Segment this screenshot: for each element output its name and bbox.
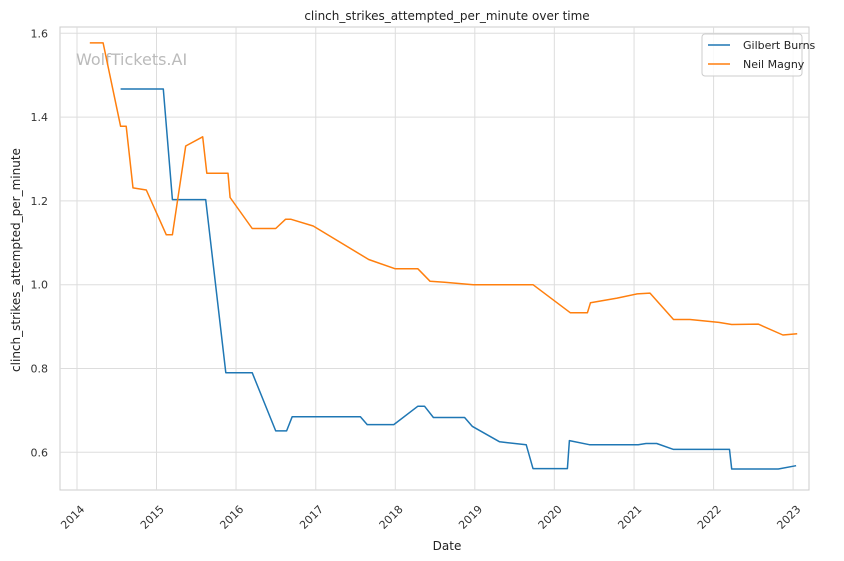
x-axis-label: Date [433, 539, 462, 553]
legend: Gilbert Burns Neil Magny [701, 33, 816, 77]
plot-area [59, 26, 810, 491]
x-tick-label: 2016 [217, 503, 246, 532]
x-tick-label: 2014 [58, 503, 87, 532]
x-tick-label: 2022 [695, 503, 724, 532]
series-line-neil-magny [89, 42, 798, 336]
x-tick-label: 2018 [377, 503, 406, 532]
legend-label-gilbert-burns: Gilbert Burns [743, 39, 816, 52]
y-tick-label: 1.4 [31, 111, 49, 124]
y-tick-labels: 0.6 0.8 1.0 1.2 1.4 1.6 [31, 27, 49, 459]
y-tick-label: 0.8 [31, 362, 49, 375]
y-tick-label: 1.0 [31, 279, 49, 292]
x-tick-label: 2017 [297, 503, 326, 532]
x-tick-label: 2019 [456, 503, 485, 532]
gridlines [60, 27, 809, 490]
watermark-text: WolfTickets.AI [76, 50, 187, 69]
x-tick-label: 2015 [138, 503, 167, 532]
y-tick-label: 1.2 [31, 195, 49, 208]
series-lines [89, 42, 798, 470]
x-tick-label: 2023 [774, 503, 803, 532]
chart-title: clinch_strikes_attempted_per_minute over… [304, 9, 589, 23]
y-tick-label: 0.6 [31, 446, 49, 459]
y-axis-label: clinch_strikes_attempted_per_minute [9, 148, 23, 372]
x-tick-label: 2020 [536, 503, 565, 532]
x-tick-label: 2021 [615, 503, 644, 532]
legend-label-neil-magny: Neil Magny [743, 58, 805, 71]
x-tick-labels: 2014 2015 2016 2017 2018 2019 2020 2021 2022 2023 [58, 503, 803, 532]
y-tick-label: 1.6 [31, 27, 49, 40]
series-line-gilbert-burns [120, 88, 797, 470]
